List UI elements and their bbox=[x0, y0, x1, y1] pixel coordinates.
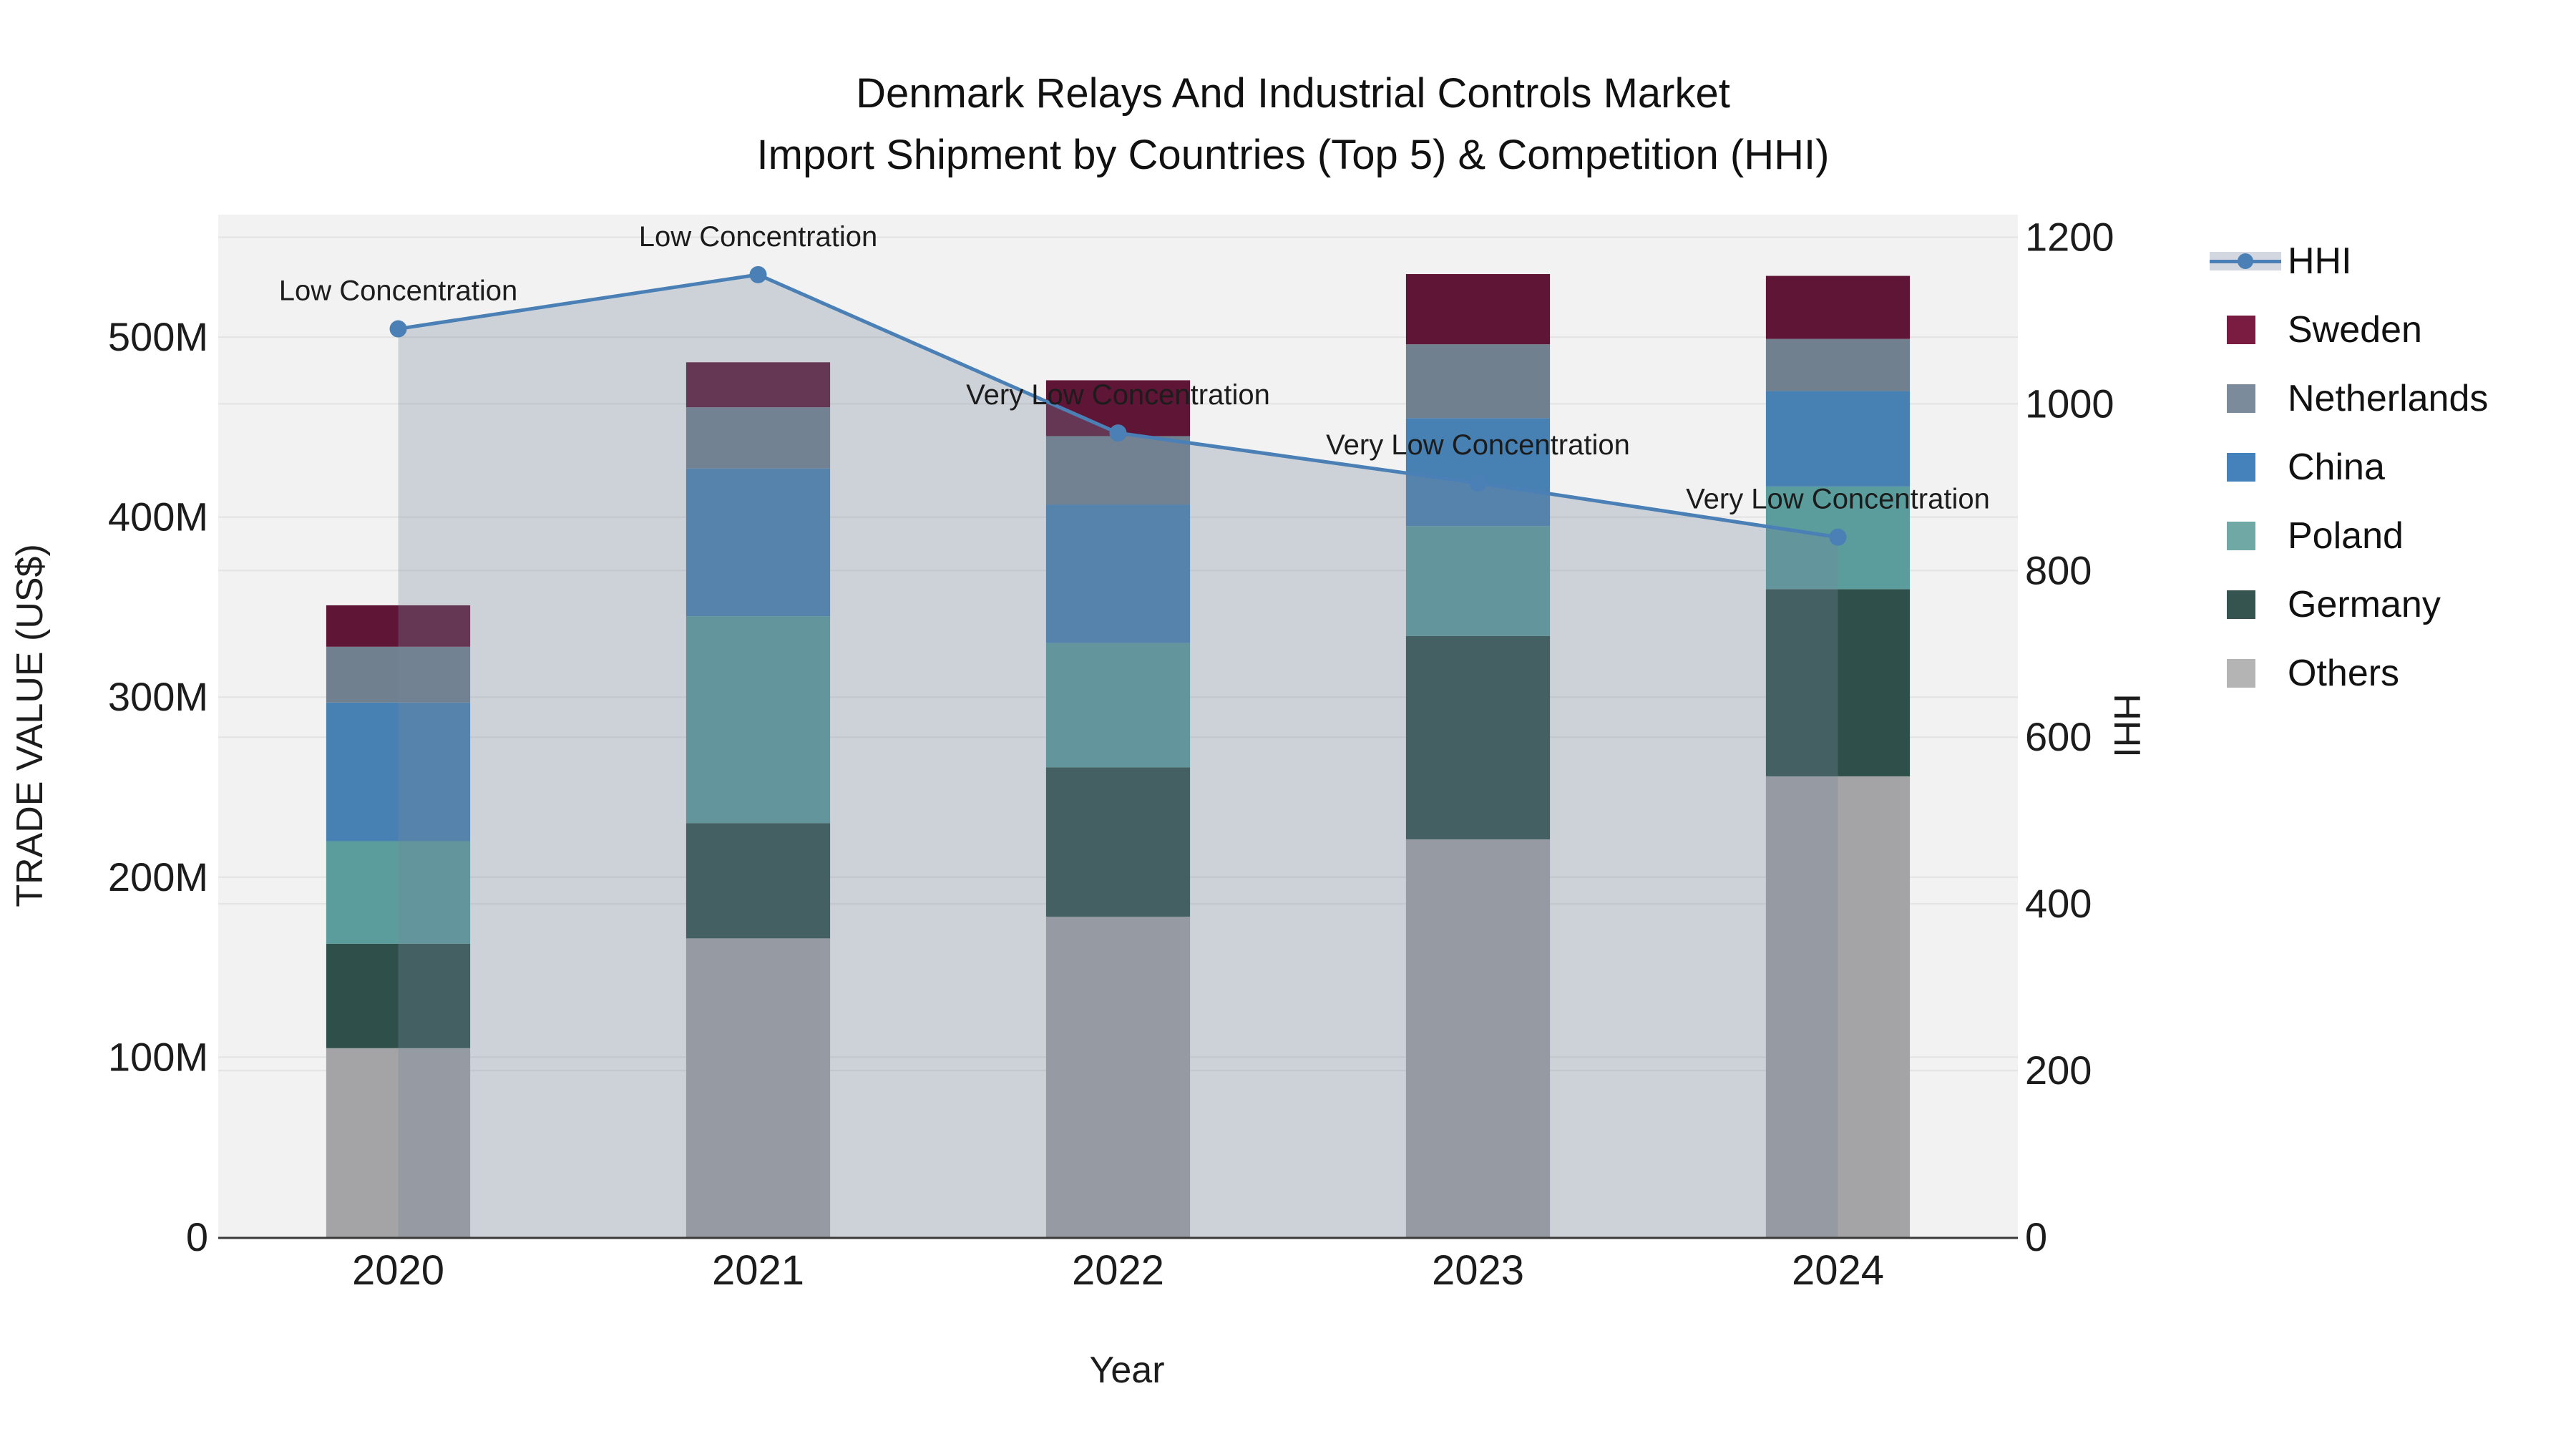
bar-segment-germany-2020[interactable] bbox=[326, 943, 471, 1048]
china-swatch-icon bbox=[2227, 453, 2255, 482]
bar-segment-netherlands-2023[interactable] bbox=[1405, 344, 1551, 419]
legend-item-poland[interactable]: Poland bbox=[2210, 502, 2488, 570]
annotation-2024: Very Low Concentration bbox=[1686, 484, 1990, 515]
hhi-marker-2023[interactable] bbox=[1469, 474, 1487, 492]
annotation-2021: Low Concentration bbox=[639, 221, 878, 253]
y-right-tick-label: 200 bbox=[2025, 1048, 2092, 1093]
bar-segment-sweden-2023[interactable] bbox=[1405, 274, 1551, 345]
chart-title: Denmark Relays And Industrial Controls M… bbox=[0, 63, 2576, 186]
y-left-tick-label: 300M bbox=[108, 674, 208, 719]
bar-segment-china-2021[interactable] bbox=[686, 468, 831, 617]
bar-segment-netherlands-2020[interactable] bbox=[326, 646, 471, 703]
bar-segment-others-2020[interactable] bbox=[326, 1048, 471, 1237]
bar-segment-netherlands-2021[interactable] bbox=[686, 407, 831, 469]
bar-segment-poland-2023[interactable] bbox=[1405, 526, 1551, 636]
y-left-tick-label: 400M bbox=[108, 494, 208, 540]
legend-item-germany[interactable]: Germany bbox=[2210, 570, 2488, 639]
bar-segment-others-2024[interactable] bbox=[1765, 776, 1911, 1237]
legend-item-sweden[interactable]: Sweden bbox=[2210, 296, 2488, 364]
y-right-tick-label: 800 bbox=[2025, 547, 2092, 592]
legend-item-hhi[interactable]: HHI bbox=[2210, 227, 2488, 296]
y-left-tick-label: 100M bbox=[108, 1034, 208, 1079]
bar-segment-poland-2021[interactable] bbox=[686, 616, 831, 824]
bar-segment-sweden-2021[interactable] bbox=[686, 362, 831, 408]
legend-label: Others bbox=[2288, 653, 2400, 694]
y-right-tick-label: 600 bbox=[2025, 714, 2092, 759]
bar-segment-others-2021[interactable] bbox=[686, 938, 831, 1237]
bar-segment-germany-2023[interactable] bbox=[1405, 635, 1551, 839]
bar-segment-poland-2022[interactable] bbox=[1045, 643, 1191, 768]
bar-segment-china-2024[interactable] bbox=[1765, 391, 1911, 487]
chart-title-line1: Denmark Relays And Industrial Controls M… bbox=[856, 70, 1730, 117]
y-axis-title-left: TRADE VALUE (US$) bbox=[9, 544, 51, 907]
y-left-tick-label: 200M bbox=[108, 854, 208, 899]
y-left-tick-label: 0 bbox=[186, 1214, 208, 1259]
legend-label: Germany bbox=[2288, 584, 2441, 625]
hhi-line-swatch-icon bbox=[2210, 252, 2286, 270]
legend-item-others[interactable]: Others bbox=[2210, 639, 2488, 708]
hhi-marker-2020[interactable] bbox=[389, 320, 407, 338]
x-tick-label-2021: 2021 bbox=[712, 1247, 804, 1294]
bar-segment-china-2020[interactable] bbox=[326, 702, 471, 841]
bar-segment-germany-2024[interactable] bbox=[1765, 589, 1911, 776]
legend-label: China bbox=[2288, 447, 2385, 488]
hhi-marker-2021[interactable] bbox=[749, 265, 767, 283]
y-right-tick-label: 1000 bbox=[2025, 381, 2114, 426]
hhi-marker-2022[interactable] bbox=[1109, 424, 1127, 442]
bar-segment-china-2022[interactable] bbox=[1045, 504, 1191, 643]
bar-segment-poland-2020[interactable] bbox=[326, 841, 471, 944]
x-tick-label-2024: 2024 bbox=[1792, 1247, 1884, 1294]
others-swatch-icon bbox=[2227, 659, 2255, 688]
x-tick-label-2023: 2023 bbox=[1432, 1247, 1524, 1294]
y-right-tick-label: 400 bbox=[2025, 881, 2092, 926]
legend-label: HHI bbox=[2288, 240, 2352, 282]
bar-segment-netherlands-2024[interactable] bbox=[1765, 338, 1911, 391]
y-axis-title-right: HHI bbox=[2106, 693, 2147, 758]
x-tick-label-2022: 2022 bbox=[1072, 1247, 1164, 1294]
bar-segment-sweden-2020[interactable] bbox=[326, 605, 471, 647]
y-right-tick-label: 1200 bbox=[2025, 214, 2114, 259]
bar-segment-netherlands-2022[interactable] bbox=[1045, 436, 1191, 505]
legend-item-netherlands[interactable]: Netherlands bbox=[2210, 364, 2488, 433]
x-tick-label-2020: 2020 bbox=[352, 1247, 444, 1294]
hhi-marker-2024[interactable] bbox=[1829, 528, 1847, 546]
annotation-2022: Very Low Concentration bbox=[966, 379, 1270, 411]
annotation-2020: Low Concentration bbox=[279, 275, 518, 307]
legend-label: Netherlands bbox=[2288, 378, 2489, 419]
bar-segment-others-2023[interactable] bbox=[1405, 839, 1551, 1237]
bar-segment-others-2022[interactable] bbox=[1045, 917, 1191, 1237]
bar-segment-germany-2021[interactable] bbox=[686, 823, 831, 939]
netherlands-swatch-icon bbox=[2227, 384, 2255, 413]
y-right-tick-label: 0 bbox=[2025, 1214, 2047, 1259]
bar-segment-germany-2022[interactable] bbox=[1045, 767, 1191, 917]
legend-label: Sweden bbox=[2288, 309, 2422, 351]
bar-segment-sweden-2024[interactable] bbox=[1765, 275, 1911, 339]
legend-label: Poland bbox=[2288, 515, 2404, 557]
legend: HHI Sweden Netherlands China Poland Germ… bbox=[2210, 227, 2488, 708]
y-left-tick-label: 500M bbox=[108, 314, 208, 359]
poland-swatch-icon bbox=[2227, 522, 2255, 550]
bar-segment-china-2023[interactable] bbox=[1405, 418, 1551, 527]
chart-title-line2: Import Shipment by Countries (Top 5) & C… bbox=[756, 132, 1830, 178]
sweden-swatch-icon bbox=[2227, 316, 2255, 344]
x-axis-title: Year bbox=[1089, 1350, 1165, 1391]
annotation-2023: Very Low Concentration bbox=[1326, 429, 1630, 461]
germany-swatch-icon bbox=[2227, 590, 2255, 619]
legend-item-china[interactable]: China bbox=[2210, 433, 2488, 502]
hhi-area-fill bbox=[398, 274, 1838, 1238]
